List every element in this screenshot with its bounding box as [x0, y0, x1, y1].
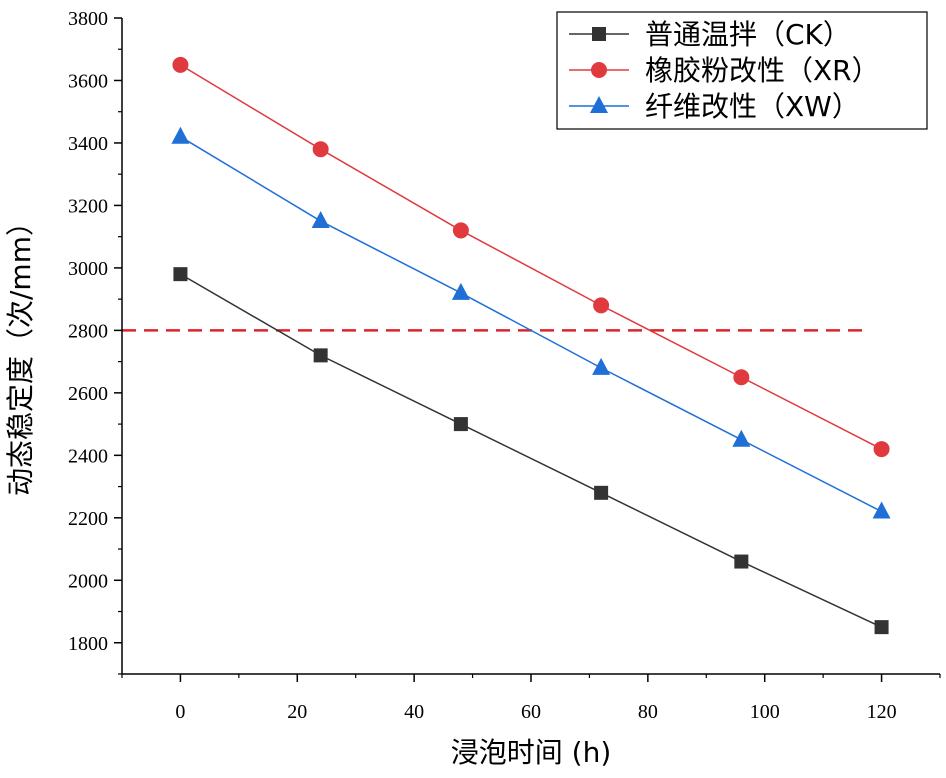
- y-tick-label: 2000: [68, 570, 108, 592]
- series-line: [180, 136, 882, 513]
- legend-marker: [591, 62, 607, 78]
- x-tick-label: 80: [638, 701, 658, 723]
- data-point: [171, 126, 190, 144]
- data-point: [452, 222, 469, 239]
- legend-label: 纤维改性（XW）: [645, 90, 860, 123]
- y-tick-label: 1800: [68, 633, 108, 655]
- data-point: [453, 417, 468, 432]
- y-tick-label: 3400: [68, 133, 108, 155]
- x-tick-label: 20: [287, 701, 307, 723]
- y-tick-label: 3000: [68, 258, 108, 280]
- data-point: [173, 267, 188, 282]
- series-layer: [171, 56, 891, 635]
- data-point: [592, 357, 611, 375]
- legend-label: 橡胶粉改性（XR）: [645, 54, 880, 87]
- y-tick-label: 3600: [68, 70, 108, 92]
- data-point: [734, 554, 749, 569]
- data-point: [311, 211, 330, 229]
- data-point: [451, 282, 470, 300]
- data-point: [732, 429, 751, 447]
- data-point: [312, 141, 329, 158]
- x-tick-label: 60: [521, 701, 541, 723]
- x-tick-label: 120: [867, 701, 897, 723]
- series-0: [173, 267, 889, 635]
- y-tick-label: 2200: [68, 508, 108, 530]
- y-axis-title: 动态稳定度（次/mm）: [4, 208, 37, 496]
- x-tick-label: 0: [175, 701, 185, 723]
- y-tick-label: 2800: [68, 320, 108, 342]
- data-point: [313, 348, 328, 363]
- data-point: [874, 620, 889, 635]
- legend-label: 普通温拌（CK）: [645, 18, 851, 51]
- series-1: [172, 56, 890, 458]
- x-axis-title: 浸泡时间 (h): [451, 736, 612, 769]
- legend-marker: [592, 27, 606, 41]
- y-tick-label: 3200: [68, 195, 108, 217]
- legend-marker: [590, 96, 608, 113]
- data-point: [172, 56, 189, 73]
- axes-layer: 1800 2000 2200 2400 2600 2800 3000 3200 3400 3600…: [68, 8, 941, 723]
- series-2: [171, 126, 891, 519]
- series-line: [180, 64, 882, 450]
- data-point: [594, 485, 609, 500]
- y-tick-label: 3800: [68, 8, 108, 30]
- data-point: [872, 501, 891, 519]
- data-point: [593, 297, 610, 314]
- data-point: [873, 441, 890, 458]
- y-tick-label: 2600: [68, 383, 108, 405]
- series-line: [180, 273, 882, 628]
- x-tick-label: 100: [750, 701, 780, 723]
- x-tick-label: 40: [404, 701, 424, 723]
- data-point: [733, 369, 750, 386]
- y-tick-label: 2400: [68, 445, 108, 467]
- legend: 普通温拌（CK）橡胶粉改性（XR）纤维改性（XW）: [556, 11, 928, 130]
